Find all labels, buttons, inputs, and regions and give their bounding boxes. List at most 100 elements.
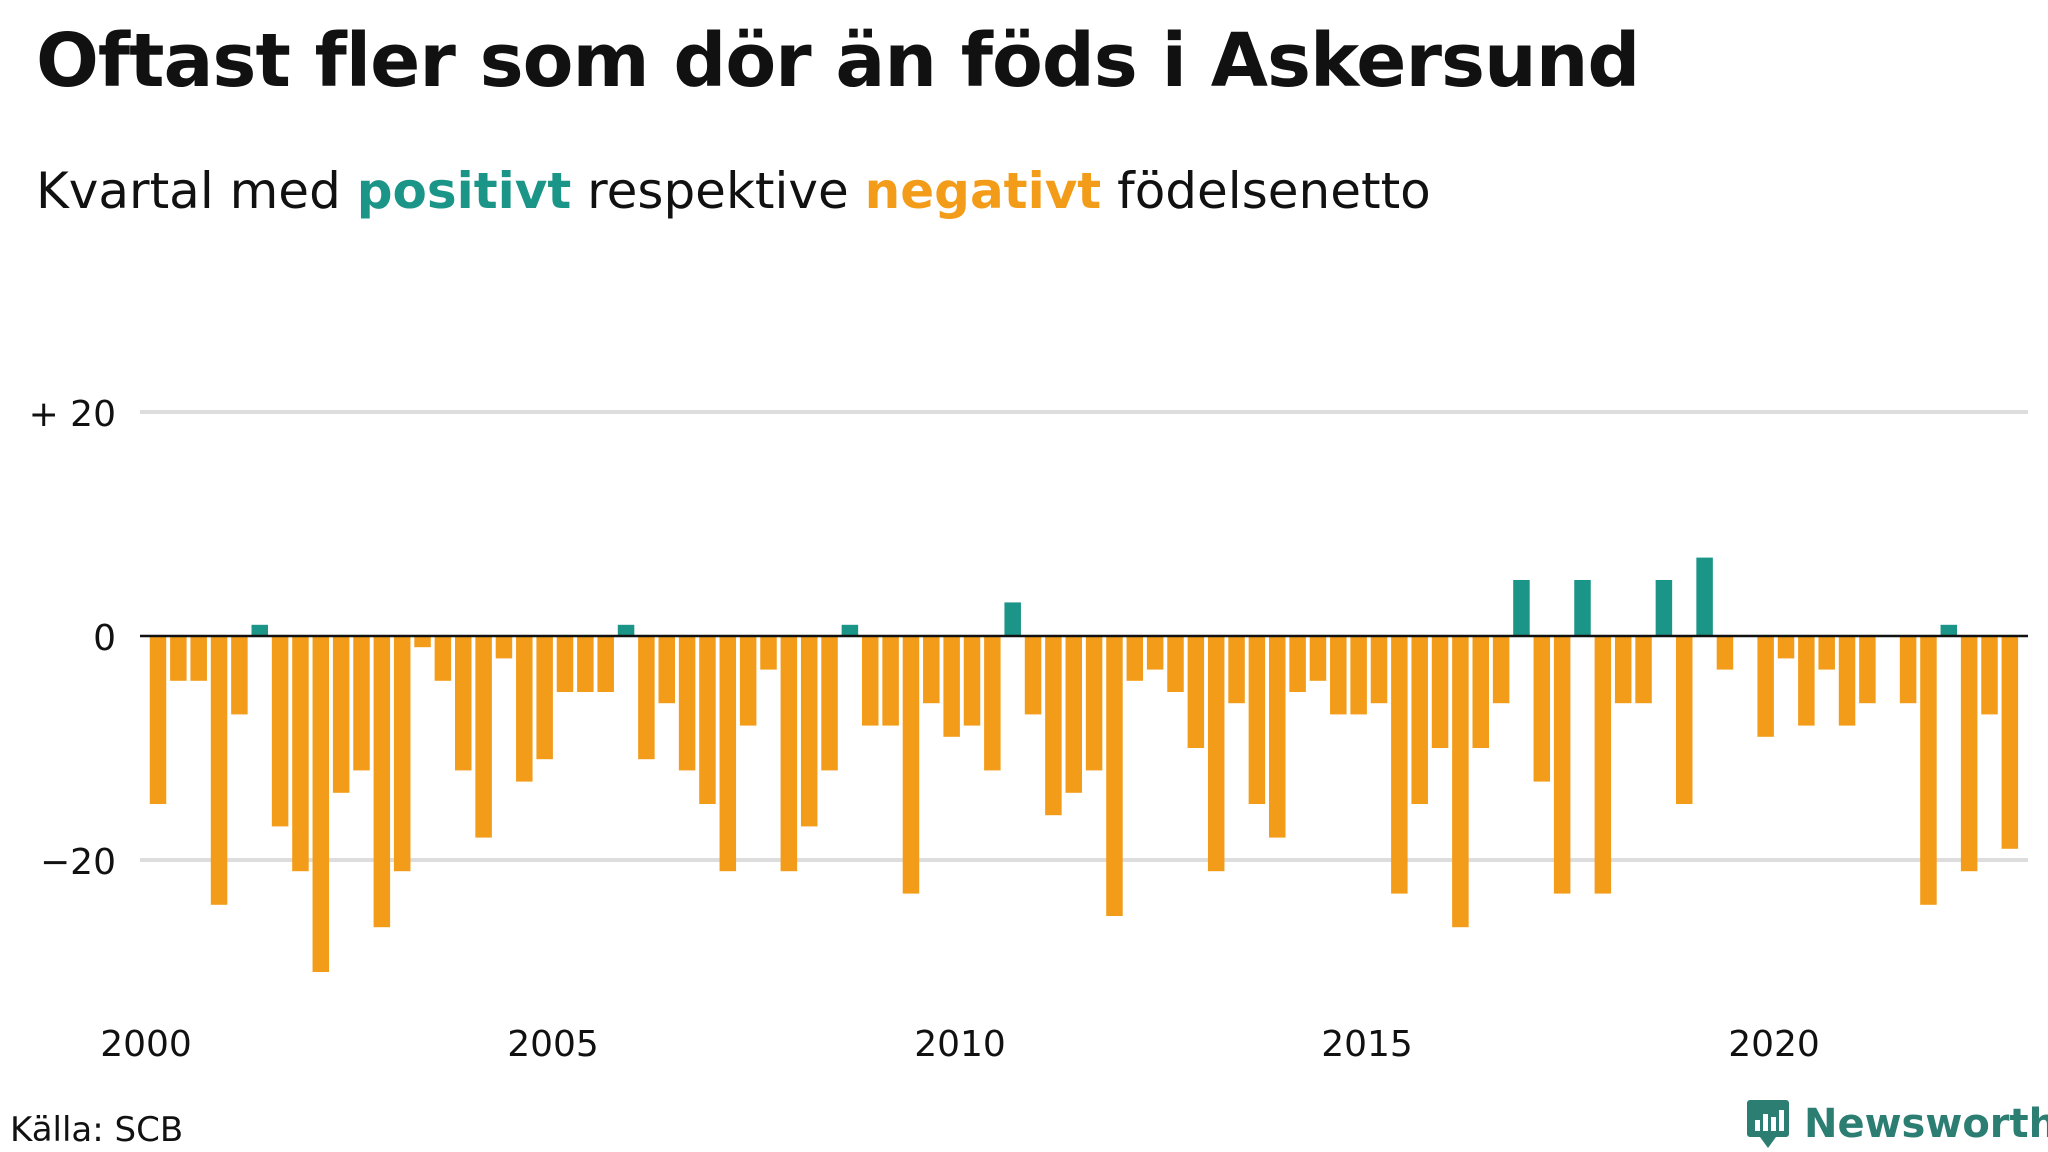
- bar: [1228, 636, 1245, 704]
- y-tick-label: + 20: [29, 394, 116, 435]
- bar: [1574, 580, 1591, 636]
- bar: [678, 636, 696, 771]
- bar: [1004, 602, 1021, 636]
- bar: [577, 636, 594, 692]
- bar: [1350, 636, 1367, 715]
- chart-subtitle: Kvartal med positivt respektive negativt…: [36, 162, 1431, 220]
- x-tick-label: 2000: [100, 1024, 192, 1065]
- bar: [1981, 636, 1998, 715]
- bar: [1146, 636, 1164, 670]
- bar: [1370, 636, 1388, 704]
- y-tick-label: −20: [40, 842, 116, 883]
- bar: [1614, 636, 1632, 704]
- bar: [1960, 636, 1978, 872]
- bar: [393, 636, 411, 872]
- bar: [1065, 636, 1082, 793]
- bar: [556, 636, 574, 692]
- bar: [1757, 636, 1774, 737]
- source-label: Källa: SCB: [10, 1110, 184, 1150]
- bar: [353, 636, 370, 771]
- bar: [475, 636, 492, 838]
- bar: [536, 636, 553, 760]
- bar: [882, 636, 899, 726]
- bars-layer: [149, 557, 2019, 972]
- bar: [373, 636, 391, 928]
- newsworthy-logo-icon: [1747, 1100, 1789, 1148]
- bar: [1330, 636, 1347, 715]
- bar: [1676, 636, 1693, 804]
- bar: [800, 636, 818, 827]
- bar: [1024, 636, 1042, 715]
- bar: [1472, 636, 1489, 748]
- bar: [1838, 636, 1856, 726]
- bar: [1716, 636, 1734, 670]
- bar: [984, 636, 1001, 771]
- bar: [1818, 636, 1835, 670]
- axis-labels-layer: + 20 0 −20 2000 2005 2010 2015 2020: [29, 394, 1820, 1065]
- bar: [1126, 636, 1144, 681]
- bar: [1269, 636, 1286, 838]
- bar: [1411, 636, 1428, 804]
- chart-title: Oftast fler som dör än föds i Askersund: [36, 18, 1640, 104]
- bar: [1085, 636, 1103, 771]
- newsworthy-logo: Newsworthy: [1746, 1098, 2048, 1150]
- bar: [1492, 636, 1510, 704]
- bar: [862, 636, 879, 726]
- bar: [1777, 636, 1795, 659]
- bar: [841, 624, 859, 636]
- bar: [821, 636, 838, 771]
- bar: [739, 636, 757, 726]
- bar: [1513, 580, 1530, 636]
- bar: [434, 636, 452, 681]
- bar: [1187, 636, 1205, 748]
- bar: [1553, 636, 1571, 894]
- bar: [2001, 636, 2019, 849]
- bar: [149, 636, 167, 804]
- bar: [455, 636, 472, 771]
- bar: [597, 636, 614, 692]
- bar: [414, 636, 431, 648]
- bar: [1207, 636, 1225, 872]
- bar: [963, 636, 981, 726]
- bar: [719, 636, 737, 872]
- bar: [170, 636, 187, 681]
- bar: [251, 624, 268, 636]
- bar: [1940, 624, 1958, 636]
- subtitle-negative-word: negativt: [864, 162, 1102, 220]
- y-tick-label: 0: [93, 618, 116, 659]
- bar: [190, 636, 207, 681]
- bar: [1106, 636, 1123, 916]
- bar: [1859, 636, 1876, 704]
- brand-name: Newsworthy: [1804, 1101, 2048, 1147]
- bar: [1533, 636, 1551, 782]
- bar: [658, 636, 675, 704]
- bar: [1696, 557, 1713, 636]
- bar: [1289, 636, 1306, 692]
- bar: [1167, 636, 1184, 692]
- bar: [1655, 580, 1673, 636]
- bar: [231, 636, 248, 715]
- bar: [1635, 636, 1652, 704]
- bar: [1899, 636, 1917, 704]
- bar: [760, 636, 777, 670]
- x-tick-label: 2005: [507, 1024, 599, 1065]
- bar: [617, 624, 635, 636]
- bar: [923, 636, 940, 704]
- bar: [1391, 636, 1408, 894]
- bar: [943, 636, 960, 737]
- bar: [271, 636, 289, 827]
- bar: [638, 636, 655, 760]
- bar: [780, 636, 798, 872]
- bar: [1248, 636, 1266, 804]
- bar: [1045, 636, 1062, 816]
- grid-layer: [140, 410, 2028, 862]
- bar: [699, 636, 716, 804]
- subtitle-positive-word: positivt: [356, 162, 572, 220]
- bar: [902, 636, 920, 894]
- x-tick-label: 2020: [1728, 1024, 1820, 1065]
- subtitle-prefix: Kvartal med: [36, 162, 357, 220]
- subtitle-suffix: födelsenetto: [1101, 162, 1431, 220]
- bar: [516, 636, 533, 782]
- bar: [495, 636, 513, 659]
